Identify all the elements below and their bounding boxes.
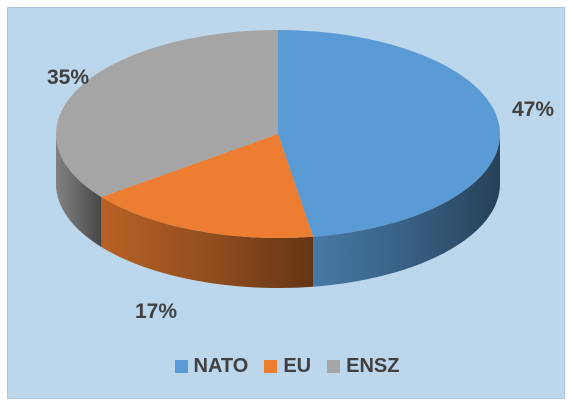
pie-side-eu — [101, 196, 314, 288]
pie-tops — [55, 29, 501, 238]
legend-label-nato: NATO — [193, 355, 249, 377]
legend-label-ensz: ENSZ — [346, 355, 400, 377]
data-label-ensz: 35% — [47, 66, 89, 89]
pie-slice-eu — [101, 134, 314, 238]
legend: NATO EU ENSZ — [0, 355, 574, 378]
pie-sides — [56, 134, 501, 288]
legend-label-eu: EU — [283, 355, 312, 377]
legend-swatch-ensz — [327, 360, 341, 373]
legend-item-nato: NATO — [174, 355, 249, 378]
legend-swatch-nato — [174, 360, 188, 373]
data-label-eu: 17% — [135, 300, 177, 323]
data-label-nato: 47% — [512, 98, 554, 121]
pie-side-ensz — [56, 134, 102, 247]
legend-swatch-eu — [264, 360, 278, 373]
legend-item-ensz: ENSZ — [327, 355, 399, 378]
pie-slice-ensz — [55, 29, 279, 197]
pie-side-nato — [313, 134, 501, 287]
legend-item-eu: EU — [264, 355, 311, 378]
pie-slice-nato — [278, 30, 501, 237]
